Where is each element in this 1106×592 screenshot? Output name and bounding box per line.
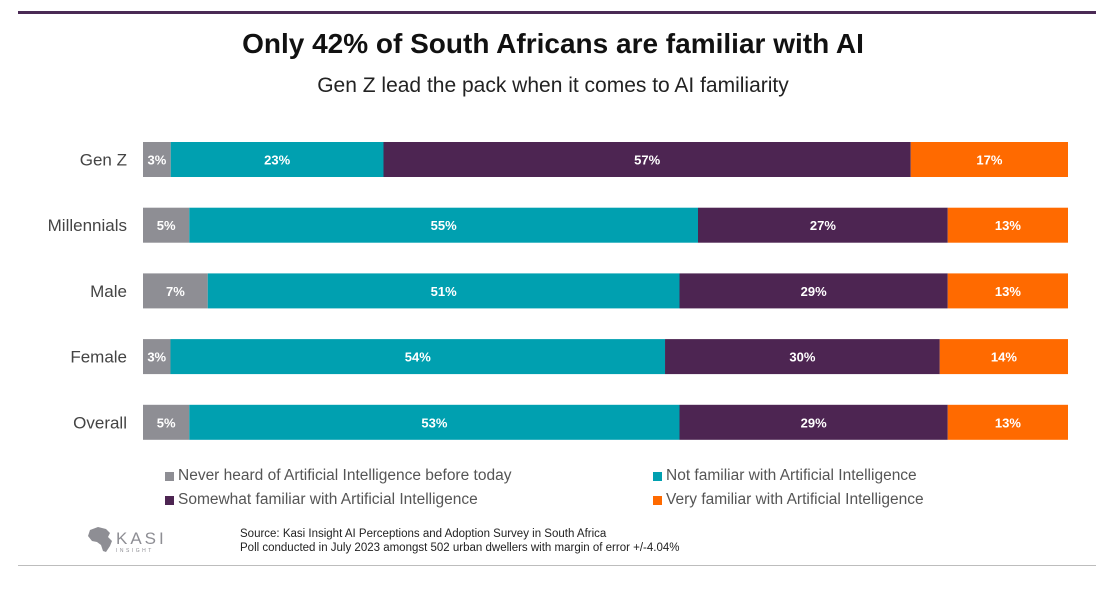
data-label: 13% bbox=[995, 218, 1021, 233]
category-label: Male bbox=[90, 282, 127, 301]
logo-text: KASI bbox=[116, 529, 167, 548]
top-rule bbox=[18, 11, 1096, 14]
bottom-rule bbox=[18, 565, 1096, 566]
bar-segment bbox=[207, 273, 680, 309]
category-label: Female bbox=[70, 348, 127, 367]
stacked-bar-chart: Gen Z 3% 23% 57% 17% Millennials 5% 55% 27% 13% Ma… bbox=[48, 142, 1068, 440]
bar-segment bbox=[189, 207, 698, 243]
legend-label: Not familiar with Artificial Intelligenc… bbox=[666, 467, 917, 484]
source-line-1: Source: Kasi Insight AI Perceptions and … bbox=[240, 528, 607, 540]
legend-item: Somewhat familiar with Artificial Intell… bbox=[165, 491, 478, 509]
bar-segment bbox=[698, 207, 948, 243]
legend-label: Never heard of Artificial Intelligence b… bbox=[178, 467, 512, 484]
africa-map-icon: KASI INSIGHT bbox=[88, 527, 167, 554]
bar-segment bbox=[143, 404, 190, 440]
bar-segment bbox=[665, 339, 940, 375]
data-label: 3% bbox=[147, 153, 166, 168]
data-label: 29% bbox=[801, 415, 827, 430]
bar-segment bbox=[947, 404, 1068, 440]
data-label: 14% bbox=[991, 350, 1017, 365]
bar-segment bbox=[143, 142, 171, 177]
source-line-2: Poll conducted in July 2023 amongst 502 … bbox=[240, 542, 680, 554]
bar-segment bbox=[910, 142, 1068, 177]
bar-segment bbox=[143, 207, 190, 243]
bar-segment bbox=[143, 273, 208, 309]
data-label: 54% bbox=[405, 350, 431, 365]
legend-swatch bbox=[165, 495, 174, 505]
data-label: 30% bbox=[789, 350, 815, 365]
bar-segment bbox=[679, 273, 948, 309]
chart-title: Only 42% of South Africans are familiar … bbox=[242, 28, 864, 59]
bar-segment bbox=[947, 207, 1068, 243]
data-label: 17% bbox=[976, 153, 1002, 168]
legend-swatch bbox=[653, 471, 662, 481]
kasi-insight-logo: KASI INSIGHT bbox=[84, 524, 204, 556]
bar-segment bbox=[679, 404, 948, 440]
bar-segment bbox=[947, 273, 1068, 309]
data-label: 57% bbox=[634, 153, 660, 168]
data-label: 5% bbox=[157, 218, 176, 233]
legend-label: Somewhat familiar with Artificial Intell… bbox=[178, 491, 478, 508]
data-label: 51% bbox=[431, 284, 457, 299]
logo-subtext: INSIGHT bbox=[116, 548, 154, 554]
data-label: 29% bbox=[801, 284, 827, 299]
data-label: 55% bbox=[431, 218, 457, 233]
source-note: Source: Kasi Insight AI Perceptions and … bbox=[240, 527, 679, 555]
legend-item: Not familiar with Artificial Intelligenc… bbox=[653, 467, 917, 485]
data-label: 7% bbox=[166, 284, 185, 299]
legend-item: Very familiar with Artificial Intelligen… bbox=[653, 491, 924, 509]
data-label: 5% bbox=[157, 415, 176, 430]
legend-swatch bbox=[165, 471, 174, 481]
data-label: 13% bbox=[995, 284, 1021, 299]
legend-label: Very familiar with Artificial Intelligen… bbox=[666, 491, 924, 508]
category-label: Gen Z bbox=[80, 151, 127, 170]
bar-segment bbox=[170, 339, 666, 375]
bar-segment bbox=[170, 142, 384, 177]
legend-swatch bbox=[653, 495, 662, 505]
legend-item: Never heard of Artificial Intelligence b… bbox=[165, 467, 511, 485]
category-label: Millennials bbox=[48, 216, 127, 235]
bar-segment bbox=[939, 339, 1068, 375]
bar-segment bbox=[143, 339, 171, 375]
bar-segment bbox=[383, 142, 911, 177]
chart-subtitle: Gen Z lead the pack when it comes to AI … bbox=[317, 74, 789, 97]
data-label: 23% bbox=[264, 153, 290, 168]
category-label: Overall bbox=[73, 413, 127, 432]
bar-segment bbox=[189, 404, 680, 440]
data-label: 53% bbox=[421, 415, 447, 430]
data-label: 27% bbox=[810, 218, 836, 233]
data-label: 3% bbox=[147, 350, 166, 365]
data-label: 13% bbox=[995, 415, 1021, 430]
